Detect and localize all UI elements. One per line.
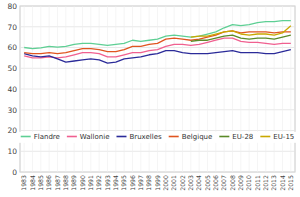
x-grid-line <box>115 6 116 172</box>
x-tick-label: 1990 <box>79 175 86 191</box>
x-grid-line <box>82 6 83 172</box>
x-grid-line <box>274 6 275 172</box>
x-tick-label: 2012 <box>262 175 269 191</box>
legend-background <box>18 132 298 143</box>
x-tick-label: 1988 <box>62 175 69 191</box>
x-grid-line <box>99 6 100 172</box>
x-grid-line <box>207 6 208 172</box>
grid <box>20 6 295 172</box>
x-tick-label: 2010 <box>245 175 252 191</box>
x-grid-line <box>132 6 133 172</box>
x-tick-label: 1996 <box>129 175 136 191</box>
x-tick-label: 2002 <box>179 175 186 191</box>
y-tick-label: 10 <box>7 147 17 156</box>
x-tick-label: 2004 <box>195 175 202 191</box>
legend-label: Belgique <box>182 133 213 141</box>
x-grid-line <box>257 6 258 172</box>
x-tick-label: 2005 <box>204 175 211 191</box>
x-tick-label: 1987 <box>54 175 61 191</box>
x-grid-line <box>149 6 150 172</box>
x-grid-line <box>157 6 158 172</box>
legend-label: EU-15 <box>273 133 294 141</box>
x-grid-line <box>90 6 91 172</box>
x-tick-label: 1983 <box>20 175 27 191</box>
x-tick-label: 1985 <box>37 175 44 191</box>
x-grid-line <box>49 6 50 172</box>
legend-label: Flandre <box>34 133 60 141</box>
x-grid-line <box>249 6 250 172</box>
x-tick-label: 1984 <box>29 175 36 191</box>
legend-swatch <box>169 136 179 138</box>
y-tick-label: 70 <box>7 23 17 32</box>
x-grid-line <box>57 6 58 172</box>
legend-label: Bruxelles <box>129 133 162 141</box>
x-tick-label: 1994 <box>112 175 119 191</box>
x-tick-label: 1995 <box>120 175 127 191</box>
chart: 0102030405060708019831984198519861987198… <box>0 0 300 197</box>
x-grid-line <box>165 6 166 172</box>
x-tick-label: 2006 <box>212 175 219 191</box>
x-tick-label: 2001 <box>170 175 177 191</box>
x-grid-line <box>190 6 191 172</box>
legend-label: EU-28 <box>232 133 253 141</box>
x-grid-line <box>32 6 33 172</box>
x-tick-label: 2003 <box>187 175 194 191</box>
legend-label: Wallonie <box>80 133 110 141</box>
x-tick-label: 1999 <box>154 175 161 191</box>
x-tick-label: 1991 <box>87 175 94 191</box>
y-tick-label: 0 <box>12 168 17 177</box>
x-grid-line <box>40 6 41 172</box>
x-grid-line <box>140 6 141 172</box>
x-tick-label: 2014 <box>279 175 286 191</box>
x-tick-label: 2000 <box>162 175 169 191</box>
x-tick-label: 2015 <box>287 175 294 191</box>
x-tick-label: 2009 <box>237 175 244 191</box>
legend-swatch <box>116 136 126 138</box>
x-tick-label: 1993 <box>104 175 111 191</box>
x-grid-line <box>182 6 183 172</box>
x-grid-line <box>215 6 216 172</box>
x-tick-label: 1998 <box>145 175 152 191</box>
series-line <box>24 38 291 58</box>
legend-swatch <box>67 136 77 138</box>
x-grid-line <box>65 6 66 172</box>
x-grid-line <box>74 6 75 172</box>
x-tick-label: 1997 <box>137 175 144 191</box>
y-tick-label: 30 <box>7 106 17 115</box>
legend: Flandre Wallonie Bruxelles Belgique EU-28 EU-… <box>18 132 298 143</box>
x-tick-label: 1986 <box>45 175 52 191</box>
y-tick-label: 20 <box>7 126 17 135</box>
x-tick-label: 1992 <box>95 175 102 191</box>
x-tick-label: 2008 <box>229 175 236 191</box>
x-grid-line <box>240 6 241 172</box>
x-grid-line <box>224 6 225 172</box>
x-tick-label: 2011 <box>254 175 261 191</box>
y-tick-label: 80 <box>7 2 17 11</box>
y-tick-label: 40 <box>7 85 17 94</box>
y-tick-label: 60 <box>7 43 17 52</box>
y-tick-label: 50 <box>7 64 17 73</box>
x-grid-line <box>107 6 108 172</box>
x-tick-label: 2013 <box>270 175 277 191</box>
x-grid-line <box>265 6 266 172</box>
series-line <box>24 21 291 49</box>
x-grid-line <box>199 6 200 172</box>
x-grid-line <box>124 6 125 172</box>
x-tick-label: 2007 <box>220 175 227 191</box>
x-grid-line <box>282 6 283 172</box>
lines <box>24 21 291 64</box>
legend-swatch <box>219 136 229 138</box>
series-line <box>24 50 291 63</box>
plot-frame <box>20 6 295 172</box>
x-tick-label: 1989 <box>70 175 77 191</box>
legend-swatch <box>21 136 31 138</box>
x-grid-line <box>24 6 25 172</box>
x-grid-line <box>174 6 175 172</box>
legend-swatch <box>260 136 270 138</box>
x-grid-line <box>290 6 291 172</box>
series-line <box>191 26 291 37</box>
